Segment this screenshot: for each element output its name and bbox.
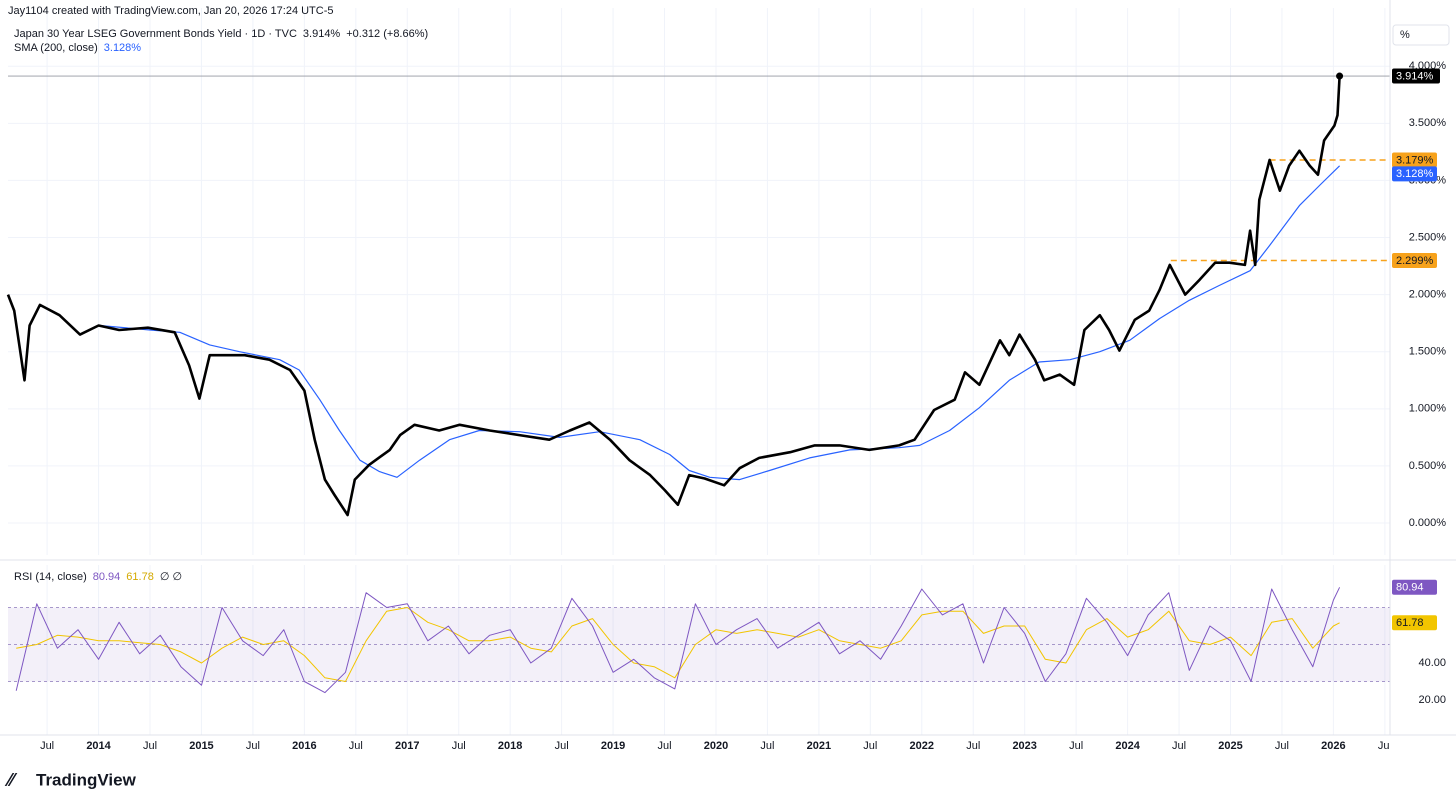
unit-box[interactable]: [1392, 24, 1450, 46]
last-price-tag: 3.914%: [1396, 70, 1434, 82]
plot-area: [6, 72, 1390, 694]
time-axis: Jul 2014 Jul 2015 Jul 2016 Jul 2017 Jul 2018 Jul 20…: [40, 740, 1392, 752]
x-tick-label: 2016: [292, 740, 316, 752]
logo-mark: ⁄⁄: [4, 770, 18, 790]
sma-value: 3.128%: [104, 42, 142, 54]
x-tick-label: 2022: [910, 740, 934, 752]
x-tick-label: Jul: [760, 740, 774, 752]
main-legend: Japan 30 Year LSEG Government Bonds Yiel…: [14, 28, 428, 40]
x-tick-label: 2018: [498, 740, 522, 752]
sma-tag-box: [1392, 166, 1437, 182]
x-tick-label: Jul: [863, 740, 877, 752]
x-tick-label: Jul: [1378, 740, 1392, 752]
attribution: Jay1104 created with TradingView.com, Ja…: [8, 5, 334, 17]
level-tag-box: [1392, 152, 1437, 168]
x-tick-label: 2025: [1218, 740, 1242, 752]
y-tick-label: 3.500%: [1409, 117, 1447, 129]
rsi-extra: ∅ ∅: [160, 571, 182, 583]
x-tick-label: Jul: [40, 740, 54, 752]
y-tick-label: 2.500%: [1409, 231, 1447, 243]
last-point: [1336, 72, 1344, 80]
x-tick-label: Jul: [143, 740, 157, 752]
x-tick-label: Jul: [555, 740, 569, 752]
y-tick-label: 20.00: [1418, 694, 1446, 706]
legend-title: Japan 30 Year LSEG Government Bonds Yiel…: [14, 28, 297, 40]
logo: ⁄⁄ TradingView: [4, 770, 137, 790]
level-tag-box: [1392, 252, 1437, 268]
rsi-ma-value: 61.78: [126, 571, 154, 583]
grid: [8, 8, 1390, 735]
x-tick-label: Jul: [246, 740, 260, 752]
rsi-value: 80.94: [93, 571, 121, 583]
x-tick-label: 2015: [189, 740, 213, 752]
x-tick-label: 2014: [86, 740, 111, 752]
last-price-tag-box: [1392, 68, 1440, 84]
rsi-tag-box: [1392, 615, 1437, 631]
series-line: [16, 607, 1340, 682]
sma-name: SMA (200, close): [14, 42, 98, 54]
y-tick-label: 0.500%: [1409, 460, 1447, 472]
x-tick-label: Jul: [966, 740, 980, 752]
series-line: [15, 587, 1341, 694]
unit-label[interactable]: %: [1400, 29, 1410, 41]
logo-text: TradingView: [36, 770, 137, 789]
x-tick-label: Jul: [1172, 740, 1186, 752]
rsi-tag-box: [1392, 579, 1437, 595]
sma-legend: SMA (200, close) 3.128%: [14, 42, 141, 54]
x-tick-label: 2023: [1012, 740, 1036, 752]
x-tick-label: 2019: [601, 740, 625, 752]
x-tick-label: 2020: [704, 740, 728, 752]
level-tag: 2.299%: [1396, 255, 1434, 267]
x-tick-label: 2024: [1115, 740, 1140, 752]
rsi-tag: 61.78: [1396, 617, 1424, 629]
y-tick-label: 0.000%: [1409, 517, 1447, 529]
legend-last: 3.914%: [303, 28, 341, 40]
rsi-title: RSI (14, close): [14, 571, 87, 583]
level-tag: 3.179%: [1396, 154, 1434, 166]
x-tick-label: 2017: [395, 740, 419, 752]
x-tick-label: Jul: [349, 740, 363, 752]
sma-tag: 3.128%: [1396, 168, 1434, 180]
series-line: [6, 76, 1341, 517]
y-tick-label: 1.000%: [1409, 403, 1447, 415]
rsi-legend: RSI (14, close) 80.94 61.78 ∅ ∅: [14, 571, 182, 583]
series-line: [99, 165, 1341, 481]
x-tick-label: Jul: [1275, 740, 1289, 752]
y-tick-label: 40.00: [1418, 657, 1446, 669]
rsi-tag: 80.94: [1396, 582, 1424, 594]
x-tick-label: Jul: [1069, 740, 1083, 752]
legend-change: +0.312 (+8.66%): [346, 28, 428, 40]
y-tick-label: 1.500%: [1409, 346, 1447, 358]
x-tick-label: 2026: [1321, 740, 1345, 752]
x-tick-label: 2021: [807, 740, 831, 752]
x-tick-label: Jul: [657, 740, 671, 752]
y-tick-label: 2.000%: [1409, 289, 1447, 301]
axes: Jul 2014 Jul 2015 Jul 2016 Jul 2017 Jul 2018 Jul 20…: [0, 0, 1456, 752]
x-tick-label: Jul: [452, 740, 466, 752]
